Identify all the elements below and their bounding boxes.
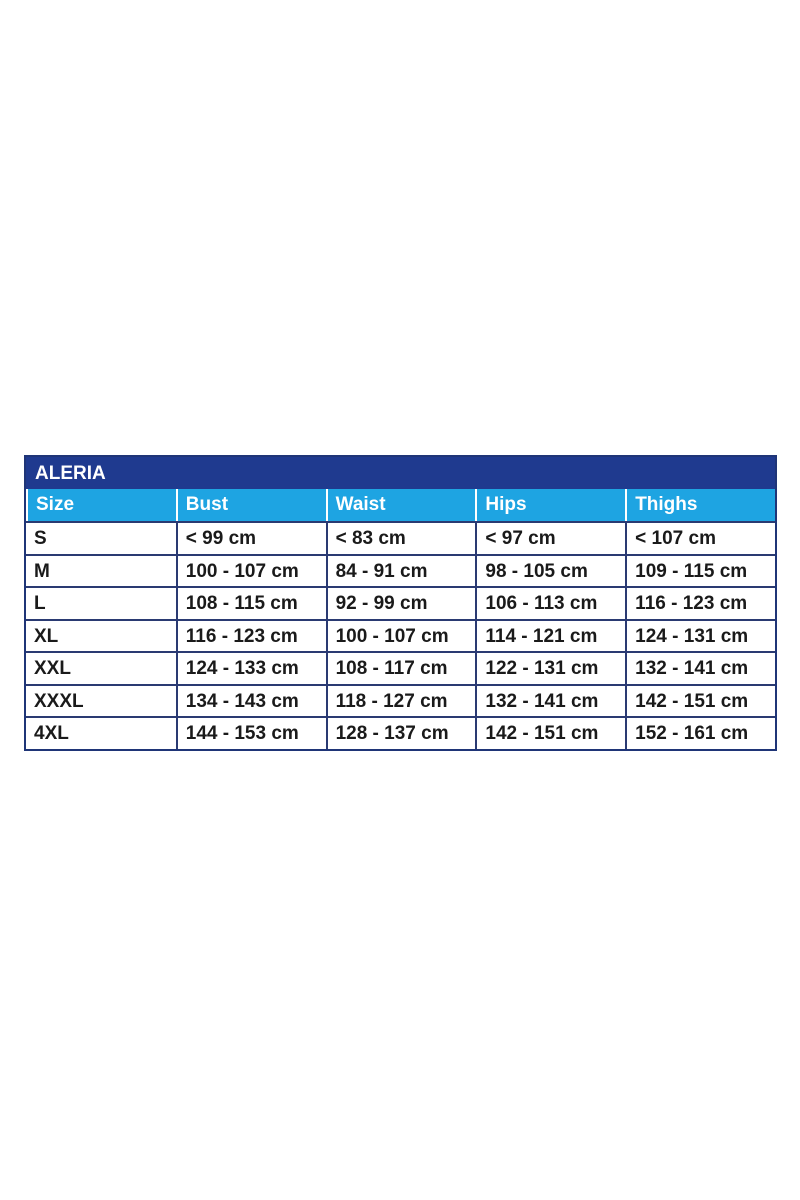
measurement-cell: 92 - 99 cm [325, 588, 476, 619]
measurement-cell: 144 - 153 cm [175, 718, 326, 749]
table-row: XXXL 134 - 143 cm 118 - 127 cm 132 - 141 cm… [26, 683, 775, 716]
measurement-cell: 116 - 123 cm [625, 588, 775, 619]
measurement-cell: < 99 cm [175, 523, 326, 554]
table-row: M 100 - 107 cm 84 - 91 cm 98 - 105 cm 109 - … [26, 553, 775, 586]
size-chart-table: ALERIA Size Bust Waist Hips Thighs S < 99 cm <… [24, 455, 777, 751]
measurement-cell: 122 - 131 cm [475, 653, 625, 684]
measurement-cell: 142 - 151 cm [625, 685, 775, 716]
measurement-cell: 118 - 127 cm [325, 685, 476, 716]
measurement-cell: 124 - 133 cm [175, 653, 326, 684]
measurement-cell: 108 - 115 cm [175, 588, 326, 619]
size-cell: XXXL [34, 690, 84, 712]
table-row: XXL 124 - 133 cm 108 - 117 cm 122 - 131 cm 1… [26, 651, 775, 684]
measurement-cell: 116 - 123 cm [175, 620, 326, 651]
measurement-cell: 128 - 137 cm [325, 718, 476, 749]
size-cell: S [34, 528, 47, 549]
measurement-cell: 106 - 113 cm [475, 588, 625, 619]
measurement-cell: < 107 cm [625, 523, 775, 554]
measurement-cell: 132 - 141 cm [625, 653, 775, 684]
table-body: S < 99 cm < 83 cm < 97 cm < 107 cm M 100 - 107… [26, 521, 775, 749]
measurement-cell: 100 - 107 cm [175, 555, 326, 586]
header-cell-thighs: Thighs [625, 489, 775, 521]
measurement-cell: 114 - 121 cm [475, 620, 625, 651]
measurement-cell: 109 - 115 cm [625, 555, 775, 586]
measurement-cell: 152 - 161 cm [625, 718, 775, 749]
size-cell: L [34, 593, 46, 614]
size-cell: XL [34, 625, 59, 647]
measurement-cell: < 83 cm [325, 523, 476, 554]
header-cell-size: Size [26, 489, 176, 521]
measurement-cell: 142 - 151 cm [475, 718, 625, 749]
header-row: Size Bust Waist Hips Thighs [26, 489, 775, 521]
table-row: S < 99 cm < 83 cm < 97 cm < 107 cm [26, 521, 775, 554]
measurement-cell: < 97 cm [475, 523, 625, 554]
header-cell-waist: Waist [325, 489, 476, 521]
measurement-cell: 100 - 107 cm [325, 620, 476, 651]
size-cell: M [34, 560, 50, 582]
size-cell: 4XL [34, 723, 69, 744]
measurement-cell: 132 - 141 cm [475, 685, 625, 716]
measurement-cell: 134 - 143 cm [175, 685, 326, 716]
measurement-cell: 84 - 91 cm [325, 555, 476, 586]
table-row: 4XL 144 - 153 cm 128 - 137 cm 142 - 151 cm 1… [26, 716, 775, 749]
size-cell: XXL [34, 658, 71, 679]
header-cell-hips: Hips [475, 489, 625, 521]
table-row: L 108 - 115 cm 92 - 99 cm 106 - 113 cm 116 -… [26, 586, 775, 619]
measurement-cell: 108 - 117 cm [325, 653, 476, 684]
measurement-cell: 124 - 131 cm [625, 620, 775, 651]
header-cell-bust: Bust [175, 489, 326, 521]
table-title: ALERIA [26, 457, 775, 489]
measurement-cell: 98 - 105 cm [475, 555, 625, 586]
table-row: XL 116 - 123 cm 100 - 107 cm 114 - 121 cm 12… [26, 618, 775, 651]
